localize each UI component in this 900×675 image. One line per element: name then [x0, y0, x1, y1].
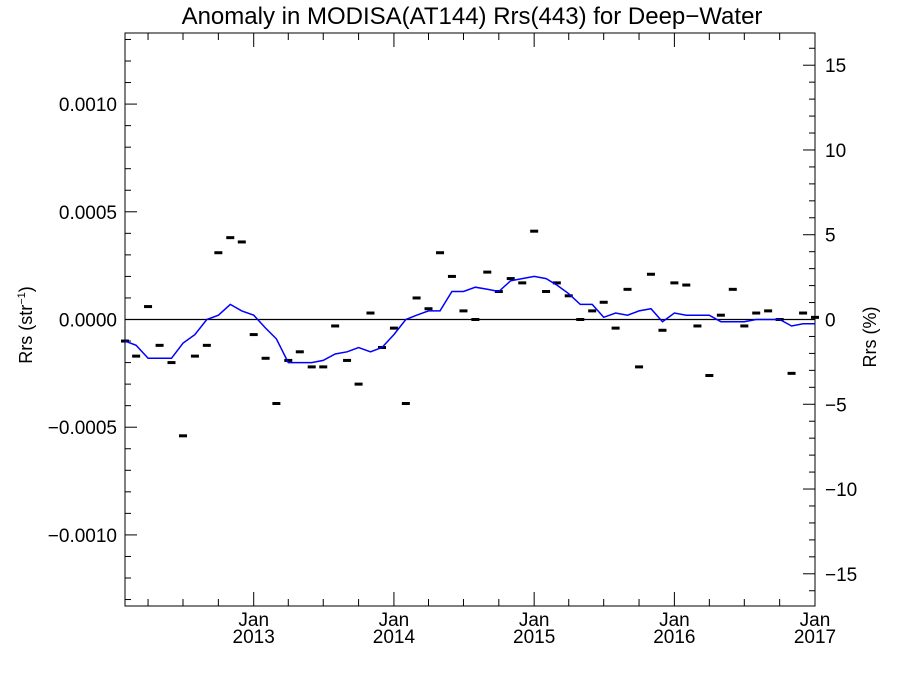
anomaly-marker: [623, 287, 632, 291]
y-left-tick-label: 0.0010: [59, 95, 117, 116]
anomaly-marker: [272, 402, 281, 406]
anomaly-marker: [343, 358, 352, 362]
anomaly-marker: [576, 318, 585, 321]
x-tick-label-month: Jan: [379, 610, 410, 631]
y-axis-left-label: Rrs (str−1): [16, 286, 36, 364]
anomaly-marker: [728, 287, 737, 291]
anomaly-marker: [552, 281, 561, 285]
y-left-tick-label: 0.0005: [59, 203, 117, 224]
anomaly-marker: [412, 296, 421, 300]
anomaly-marker: [764, 309, 773, 313]
anomaly-marker: [132, 354, 141, 358]
y-right-tick-label: −5: [825, 395, 847, 416]
axes-layer: 0.0010 0.0005 0.0000 −0.0005 −0.0010 15 10 5 0 −5…: [48, 33, 857, 648]
y-axis-left-label-main: Rrs (str: [16, 305, 36, 364]
anomaly-marker: [307, 365, 316, 369]
x-tick-label-month: Jan: [800, 610, 831, 631]
y-right-tick-label: 5: [825, 226, 836, 247]
anomaly-marker: [237, 240, 246, 244]
anomaly-marker: [658, 328, 667, 332]
anomaly-marker: [459, 309, 468, 313]
anomaly-marker: [295, 350, 304, 354]
anomaly-marker: [214, 251, 223, 255]
anomaly-marker: [190, 354, 199, 358]
anomaly-marker: [354, 382, 363, 386]
anomaly-marker: [366, 311, 375, 315]
running-mean-line: [124, 275, 815, 364]
anomaly-marker: [670, 281, 679, 285]
anomaly-marker: [155, 343, 164, 347]
anomaly-marker: [401, 402, 410, 406]
chart-title: Anomaly in MODISA(AT144) Rrs(443) for De…: [182, 3, 763, 30]
anomaly-marker: [261, 356, 270, 360]
x-tick-label-year: 2017: [794, 627, 836, 648]
anomaly-marker: [530, 229, 539, 233]
anomaly-marker: [716, 313, 725, 317]
x-tick-label-year: 2014: [373, 627, 416, 648]
anomaly-marker: [564, 294, 573, 298]
x-tick-label-month: Jan: [238, 610, 269, 631]
anomaly-marker: [693, 324, 702, 328]
anomaly-marker: [144, 305, 153, 309]
anomaly-marker: [787, 371, 796, 375]
anomaly-marker: [471, 318, 480, 321]
anomaly-marker: [389, 326, 398, 330]
x-tick-label-year: 2013: [233, 627, 275, 648]
x-tick-label-year: 2015: [513, 627, 555, 648]
y-right-tick-label: 10: [825, 141, 846, 162]
y-axis-right-label: Rrs (%): [860, 307, 880, 368]
y-right-tick-label: 0: [825, 311, 836, 332]
y-right-tick-label: 15: [825, 56, 846, 77]
anomaly-marker: [249, 333, 258, 337]
anomaly-marker: [635, 365, 644, 369]
anomaly-marker: [518, 281, 527, 285]
x-tick-label-year: 2016: [653, 627, 695, 648]
anomaly-marker: [167, 361, 176, 365]
x-tick-label-month: Jan: [659, 610, 690, 631]
anomaly-marker: [436, 251, 445, 255]
y-left-tick-label: −0.0010: [48, 526, 117, 547]
anomaly-marker: [646, 272, 655, 276]
data-layer: [121, 229, 819, 438]
anomaly-marker: [483, 270, 492, 274]
anomaly-marker: [424, 307, 433, 311]
anomaly-marker: [319, 365, 328, 369]
anomaly-marker: [611, 326, 620, 330]
anomaly-marker: [588, 309, 597, 313]
y-right-tick-label: −10: [825, 480, 857, 501]
y-left-tick-label: −0.0005: [48, 418, 117, 439]
anomaly-marker: [740, 324, 749, 328]
y-right-tick-label: −15: [825, 565, 857, 586]
y-left-tick-label: 0.0000: [59, 311, 117, 332]
anomaly-marker: [799, 311, 808, 315]
anomaly-marker: [599, 300, 608, 304]
anomaly-marker: [752, 311, 761, 315]
y-axis-left-label-close: ): [16, 286, 36, 292]
anomaly-marker: [179, 434, 188, 438]
anomaly-marker: [705, 374, 714, 378]
anomaly-marker: [506, 277, 515, 281]
y-axis-left-label-sup: −1: [16, 292, 28, 305]
anomaly-marker: [682, 283, 691, 287]
anomaly-marker: [542, 289, 551, 293]
anomaly-marker: [811, 315, 819, 319]
anomaly-marker: [331, 324, 340, 328]
anomaly-marker: [202, 343, 211, 347]
anomaly-marker: [226, 236, 235, 240]
anomaly-marker: [447, 274, 456, 278]
anomaly-marker: [284, 358, 293, 362]
x-tick-label-month: Jan: [519, 610, 550, 631]
